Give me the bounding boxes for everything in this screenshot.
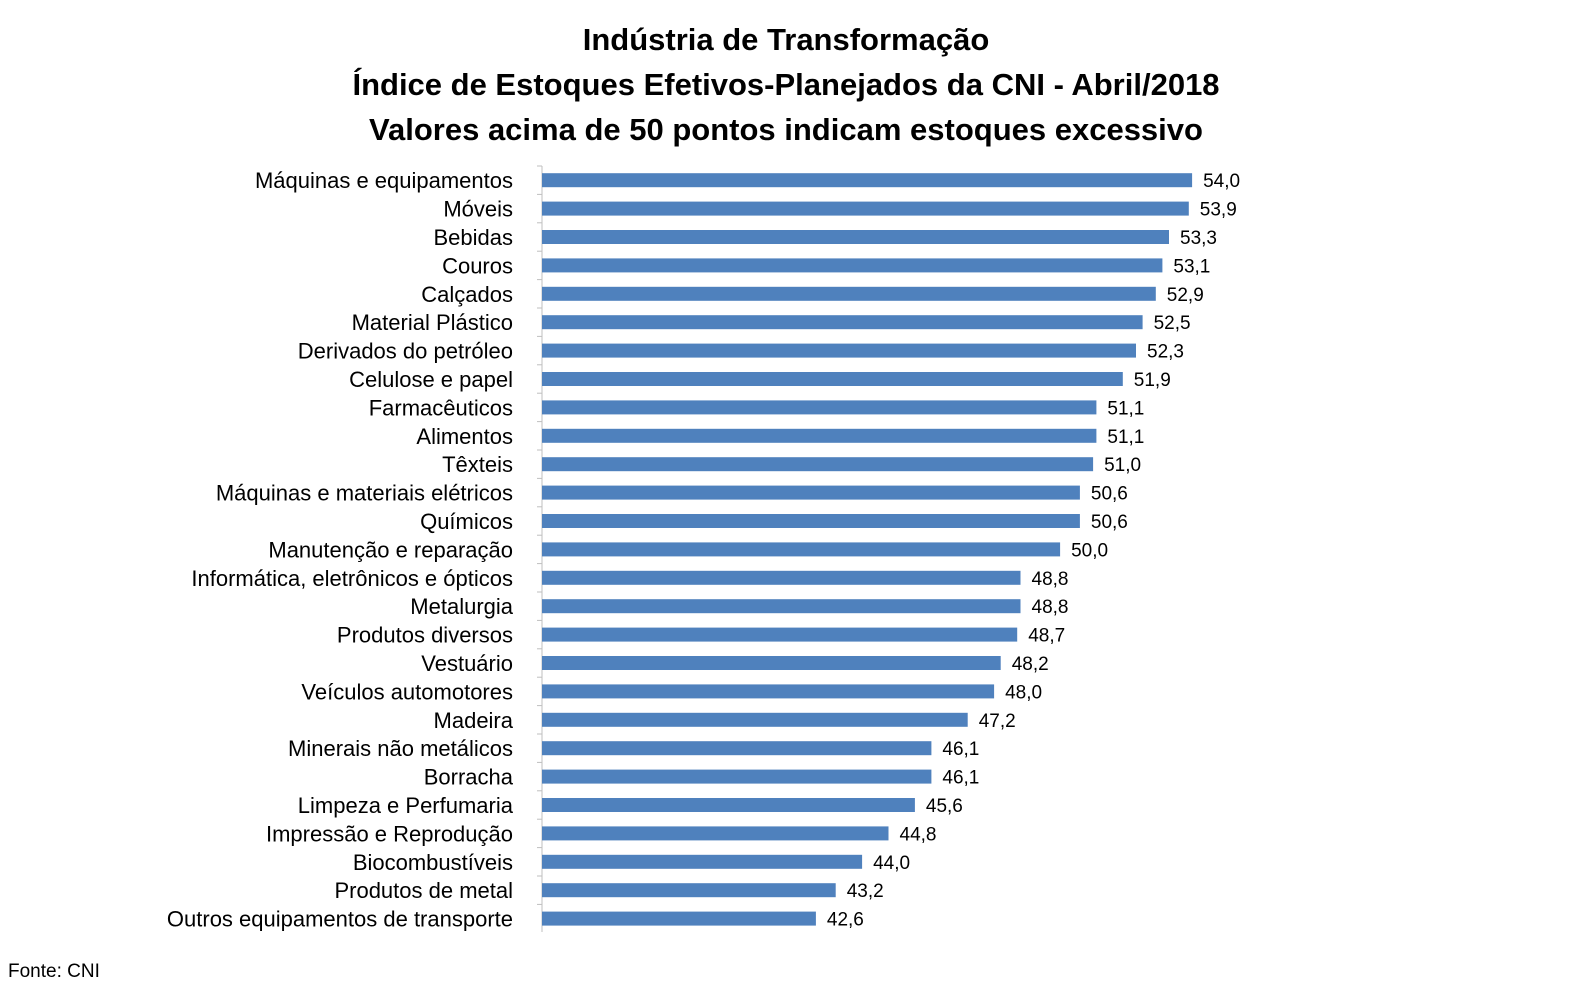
category-labels: Máquinas e equipamentos Móveis Bebidas Cour…: [167, 168, 514, 931]
data-label: 48,7: [1028, 626, 1065, 647]
bar: [542, 656, 1001, 670]
bar: [542, 769, 932, 784]
data-label: 52,9: [1167, 285, 1204, 306]
bar: [542, 741, 932, 756]
bar: [542, 599, 1021, 614]
category-axis: [537, 165, 543, 932]
category-label: Outros equipamentos de transporte: [167, 907, 513, 932]
data-label: 46,1: [942, 768, 979, 789]
bar: [542, 712, 968, 727]
bar: [542, 883, 836, 898]
bar: [542, 343, 1136, 358]
bar: [542, 485, 1080, 500]
category-label: Metalurgia: [410, 594, 513, 619]
chart-title-line: Índice de Estoques Efetivos-Planejados d…: [352, 67, 1219, 102]
bar: [542, 798, 915, 812]
data-label: 45,6: [926, 796, 963, 817]
data-label: 44,0: [873, 853, 910, 874]
category-label: Têxteis: [442, 452, 513, 477]
data-label: 48,8: [1032, 569, 1069, 590]
data-label: 50,6: [1091, 512, 1128, 533]
bar: [542, 372, 1123, 386]
data-label: 48,0: [1005, 682, 1042, 703]
category-label: Minerais não metálicos: [288, 736, 513, 761]
bar: [542, 201, 1189, 216]
category-label: Vestuário: [421, 651, 513, 676]
bar: [542, 258, 1163, 273]
category-label: Material Plástico: [352, 310, 513, 335]
bars: [542, 173, 1193, 926]
data-label: 43,2: [847, 881, 884, 902]
chart-title-line: Indústria de Transformação: [583, 22, 990, 57]
bar: [542, 428, 1097, 443]
value-labels: 54,0 53,9 53,3 53,1 52,9 52,5 52,3 51,9 51,1 51,1…: [827, 171, 1240, 930]
category-label: Limpeza e Perfumaria: [298, 793, 514, 818]
category-label: Impressão e Reprodução: [266, 821, 513, 846]
category-label: Calçados: [421, 282, 513, 307]
bar: [542, 542, 1061, 557]
bar: [542, 627, 1018, 642]
category-label: Celulose e papel: [349, 367, 513, 392]
category-label: Químicos: [420, 509, 513, 534]
category-label: Informática, eletrônicos e ópticos: [191, 566, 513, 591]
category-label: Couros: [442, 253, 513, 278]
bar: [542, 854, 863, 869]
data-label: 54,0: [1203, 171, 1240, 192]
bar: [542, 514, 1080, 528]
data-label: 53,3: [1180, 228, 1217, 249]
bar: [542, 911, 816, 926]
bar: [542, 684, 995, 699]
data-label: 53,1: [1173, 256, 1210, 277]
data-label: 42,6: [827, 910, 864, 931]
data-label: 48,8: [1032, 597, 1069, 618]
data-label: 52,3: [1147, 342, 1184, 363]
category-label: Máquinas e materiais elétricos: [216, 481, 513, 506]
bar: [542, 173, 1193, 188]
category-label: Produtos de metal: [334, 878, 513, 903]
category-label: Bebidas: [433, 225, 513, 250]
category-label: Biocombustíveis: [353, 850, 513, 875]
data-label: 51,1: [1107, 427, 1144, 448]
chart-title: Indústria de Transformação Índice de Esto…: [352, 22, 1219, 147]
data-label: 50,0: [1071, 540, 1108, 561]
category-label: Farmacêuticos: [369, 395, 513, 420]
category-label: Produtos diversos: [337, 623, 513, 648]
data-label: 44,8: [900, 824, 937, 845]
bar: [542, 286, 1156, 301]
category-label: Móveis: [443, 197, 513, 222]
category-label: Veículos automotores: [301, 679, 513, 704]
bar: [542, 570, 1021, 585]
data-label: 52,5: [1154, 313, 1191, 334]
data-label: 51,9: [1134, 370, 1171, 391]
bar: [542, 826, 889, 841]
category-label: Alimentos: [416, 424, 513, 449]
category-label: Manutenção e reparação: [268, 537, 513, 562]
category-label: Derivados do petróleo: [298, 339, 513, 364]
data-label: 48,2: [1012, 654, 1049, 675]
category-label: Madeira: [434, 708, 514, 733]
data-label: 50,6: [1091, 484, 1128, 505]
data-label: 51,0: [1104, 455, 1141, 476]
chart-title-line: Valores acima de 50 pontos indicam estoq…: [369, 112, 1203, 147]
data-label: 47,2: [979, 711, 1016, 732]
bar: [542, 457, 1094, 472]
data-label: 53,9: [1200, 200, 1237, 221]
bar: [542, 230, 1169, 244]
bar: [542, 315, 1143, 330]
bar: [542, 400, 1097, 415]
category-label: Máquinas e equipamentos: [255, 168, 513, 193]
category-label: Borracha: [424, 765, 514, 790]
data-label: 46,1: [942, 739, 979, 760]
data-label: 51,1: [1107, 398, 1144, 419]
source-note: Fonte: CNI: [8, 961, 100, 982]
